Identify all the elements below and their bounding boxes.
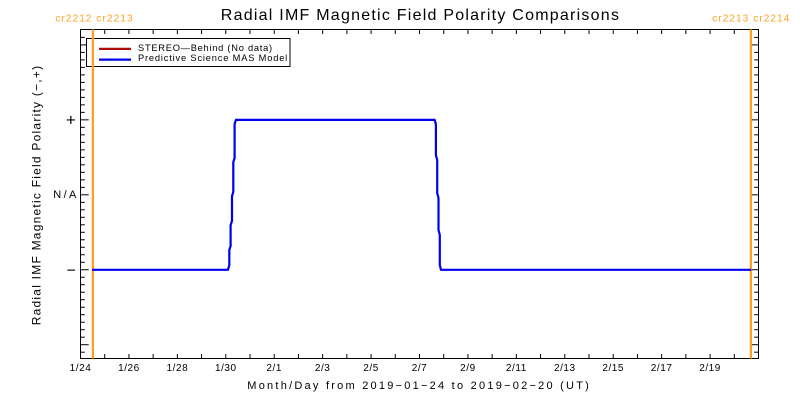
svg-text:cr2212 cr2213: cr2212 cr2213 bbox=[55, 14, 133, 25]
svg-text:2/1: 2/1 bbox=[266, 363, 282, 374]
svg-text:Radial IMF Magnetic Field Pola: Radial IMF Magnetic Field Polarity (−,+) bbox=[30, 65, 44, 326]
svg-text:1/28: 1/28 bbox=[167, 363, 189, 374]
svg-text:2/5: 2/5 bbox=[363, 363, 379, 374]
svg-text:2/7: 2/7 bbox=[412, 363, 428, 374]
svg-text:N/A: N/A bbox=[53, 189, 79, 201]
svg-text:STEREO—Behind (No data): STEREO—Behind (No data) bbox=[138, 43, 273, 53]
svg-text:2/17: 2/17 bbox=[651, 363, 673, 374]
svg-text:2/3: 2/3 bbox=[315, 363, 331, 374]
svg-text:Month/Day from 2019−01−24 to 2: Month/Day from 2019−01−24 to 2019−02−20 … bbox=[247, 380, 591, 392]
svg-text:2/11: 2/11 bbox=[506, 363, 527, 374]
svg-text:+: + bbox=[66, 111, 76, 130]
svg-text:Predictive Science MAS Model: Predictive Science MAS Model bbox=[138, 53, 288, 63]
svg-text:1/24: 1/24 bbox=[70, 363, 92, 374]
svg-text:2/19: 2/19 bbox=[699, 363, 721, 374]
svg-text:1/30: 1/30 bbox=[215, 363, 237, 374]
svg-text:cr2213 cr2214: cr2213 cr2214 bbox=[712, 14, 790, 25]
svg-text:Radial IMF Magnetic Field Pola: Radial IMF Magnetic Field Polarity Compa… bbox=[221, 7, 620, 24]
svg-text:2/13: 2/13 bbox=[554, 363, 576, 374]
svg-text:−: − bbox=[66, 262, 75, 279]
svg-text:1/26: 1/26 bbox=[118, 363, 140, 374]
svg-text:2/15: 2/15 bbox=[602, 363, 624, 374]
svg-text:2/9: 2/9 bbox=[460, 363, 476, 374]
